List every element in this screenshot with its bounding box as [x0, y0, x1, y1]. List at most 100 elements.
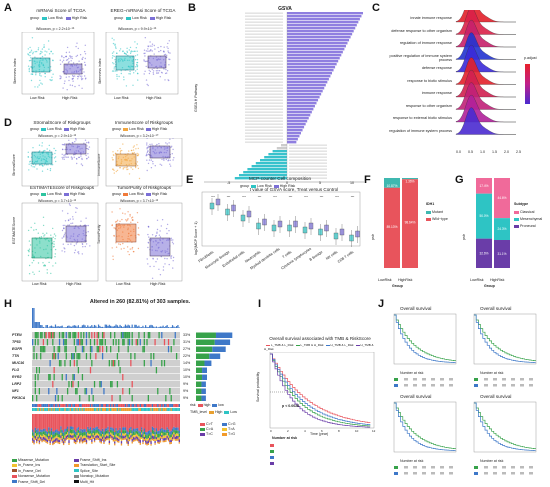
- risk-table-count: [502, 378, 506, 381]
- tmb-annotation: [33, 408, 35, 411]
- km-curve: [474, 402, 536, 451]
- jitter-point: [112, 154, 115, 156]
- jitter-point: [172, 256, 175, 259]
- variant-swatch: [12, 463, 17, 467]
- transition-segment: [175, 438, 178, 441]
- transition-segment: [89, 430, 92, 434]
- mutation-cell: [65, 339, 67, 346]
- jitter-point: [170, 257, 172, 259]
- mutation-cell: [92, 395, 94, 402]
- jitter-point: [71, 55, 73, 58]
- panel-a-stat-1: Wilcoxon, p = 2.2×10⁻¹⁶: [36, 27, 75, 31]
- variant-label: Frame_Shift_Del: [18, 479, 45, 484]
- risk-annotation: [146, 404, 148, 407]
- jitter-point: [172, 267, 174, 269]
- transition-segment: [138, 436, 140, 439]
- mutation-cell: [128, 332, 131, 339]
- jitter-point: [79, 75, 82, 77]
- transition-segment: [173, 432, 175, 435]
- panel-a-xtick-low-2: Low Risk: [114, 96, 129, 100]
- gene-label: TP53: [12, 340, 21, 344]
- tmb-bar: [169, 327, 171, 328]
- transition-segment: [80, 431, 82, 436]
- transition-segment: [142, 431, 144, 435]
- gene-pct-label: 22%: [183, 354, 191, 358]
- gsva-pathway-label: [245, 21, 283, 23]
- subtype-bar-segment: [476, 178, 492, 194]
- transition-segment: [80, 435, 82, 438]
- mutation-cell: [139, 339, 141, 346]
- transition-segment: [178, 436, 180, 440]
- jitter-point: [138, 234, 140, 236]
- transition-segment: [135, 433, 137, 437]
- transition-segment: [146, 414, 148, 433]
- transition-segment: [124, 414, 127, 428]
- jitter-point: [125, 85, 128, 87]
- panel-g-legend-title: Subtype: [514, 202, 529, 206]
- jitter-point: [64, 224, 66, 227]
- tmb-bar: [62, 327, 65, 328]
- transition-segment: [130, 426, 132, 430]
- gsva-pathway-label: [289, 177, 327, 179]
- jitter-point: [30, 51, 32, 53]
- gene-freq-bar: [209, 353, 221, 359]
- jitter-point: [137, 73, 139, 75]
- jitter-point: [168, 40, 170, 42]
- jitter-point: [125, 219, 127, 221]
- transition-segment: [110, 414, 112, 428]
- transition-segment: [170, 439, 172, 443]
- jitter-point: [55, 149, 57, 152]
- transition-segment: [56, 437, 58, 441]
- variant-legend-item: In_Frame_Ins: [12, 463, 40, 467]
- transition-segment: [97, 433, 100, 436]
- gene-pct-label: 33%: [183, 333, 191, 337]
- gsva-pathway-label: [245, 54, 283, 56]
- transition-segment: [45, 433, 47, 437]
- mutation-cell: [161, 360, 163, 367]
- risk-title: risk: [190, 403, 196, 407]
- transition-segment: [114, 439, 116, 442]
- risk-table-swatch: [474, 466, 478, 469]
- km-curve: [394, 314, 456, 361]
- risk-annotation: [173, 404, 175, 407]
- mcp-box: [308, 222, 314, 230]
- jitter-point: [126, 51, 129, 54]
- mutation-cell: [65, 374, 67, 381]
- transition-segment: [171, 428, 174, 432]
- transition-segment: [85, 431, 88, 435]
- transition-segment: [99, 414, 101, 430]
- tmb-annotation: [120, 408, 123, 411]
- jitter-point: [122, 242, 124, 245]
- transition-segment: [65, 414, 67, 429]
- tmb-annotation: [79, 408, 81, 411]
- risk-table-swatch: [474, 472, 478, 475]
- transition-segment: [73, 441, 76, 444]
- transition-segment: [41, 429, 43, 433]
- transition-segment: [147, 414, 150, 431]
- mutation-cell: [76, 339, 78, 346]
- gsva-bar: [287, 99, 319, 102]
- transition-segment: [88, 431, 90, 435]
- tv-legend-item: C>A: [200, 427, 213, 431]
- tmb-bar: [123, 326, 125, 328]
- transition-segment: [89, 433, 92, 436]
- ridge-term-label: regulation of immune response: [399, 41, 452, 45]
- transition-segment: [85, 414, 88, 432]
- ridge-xtick: 2.0: [504, 150, 509, 154]
- mcp-box: [209, 202, 215, 210]
- transition-segment: [83, 438, 85, 441]
- transition-segment: [167, 437, 170, 440]
- transition-segment: [153, 439, 155, 442]
- transition-segment: [128, 430, 131, 435]
- legend-low: Low Risk: [48, 16, 63, 20]
- jitter-point: [37, 47, 40, 49]
- risk-annotation: [162, 404, 164, 407]
- jitter-point: [172, 239, 174, 241]
- jitter-point: [160, 225, 162, 227]
- transition-segment: [36, 441, 38, 444]
- jitter-point: [168, 58, 170, 60]
- transition-segment: [127, 434, 129, 439]
- transition-segment: [174, 439, 176, 441]
- transition-segment: [127, 432, 129, 435]
- tmb-bar: [77, 325, 79, 328]
